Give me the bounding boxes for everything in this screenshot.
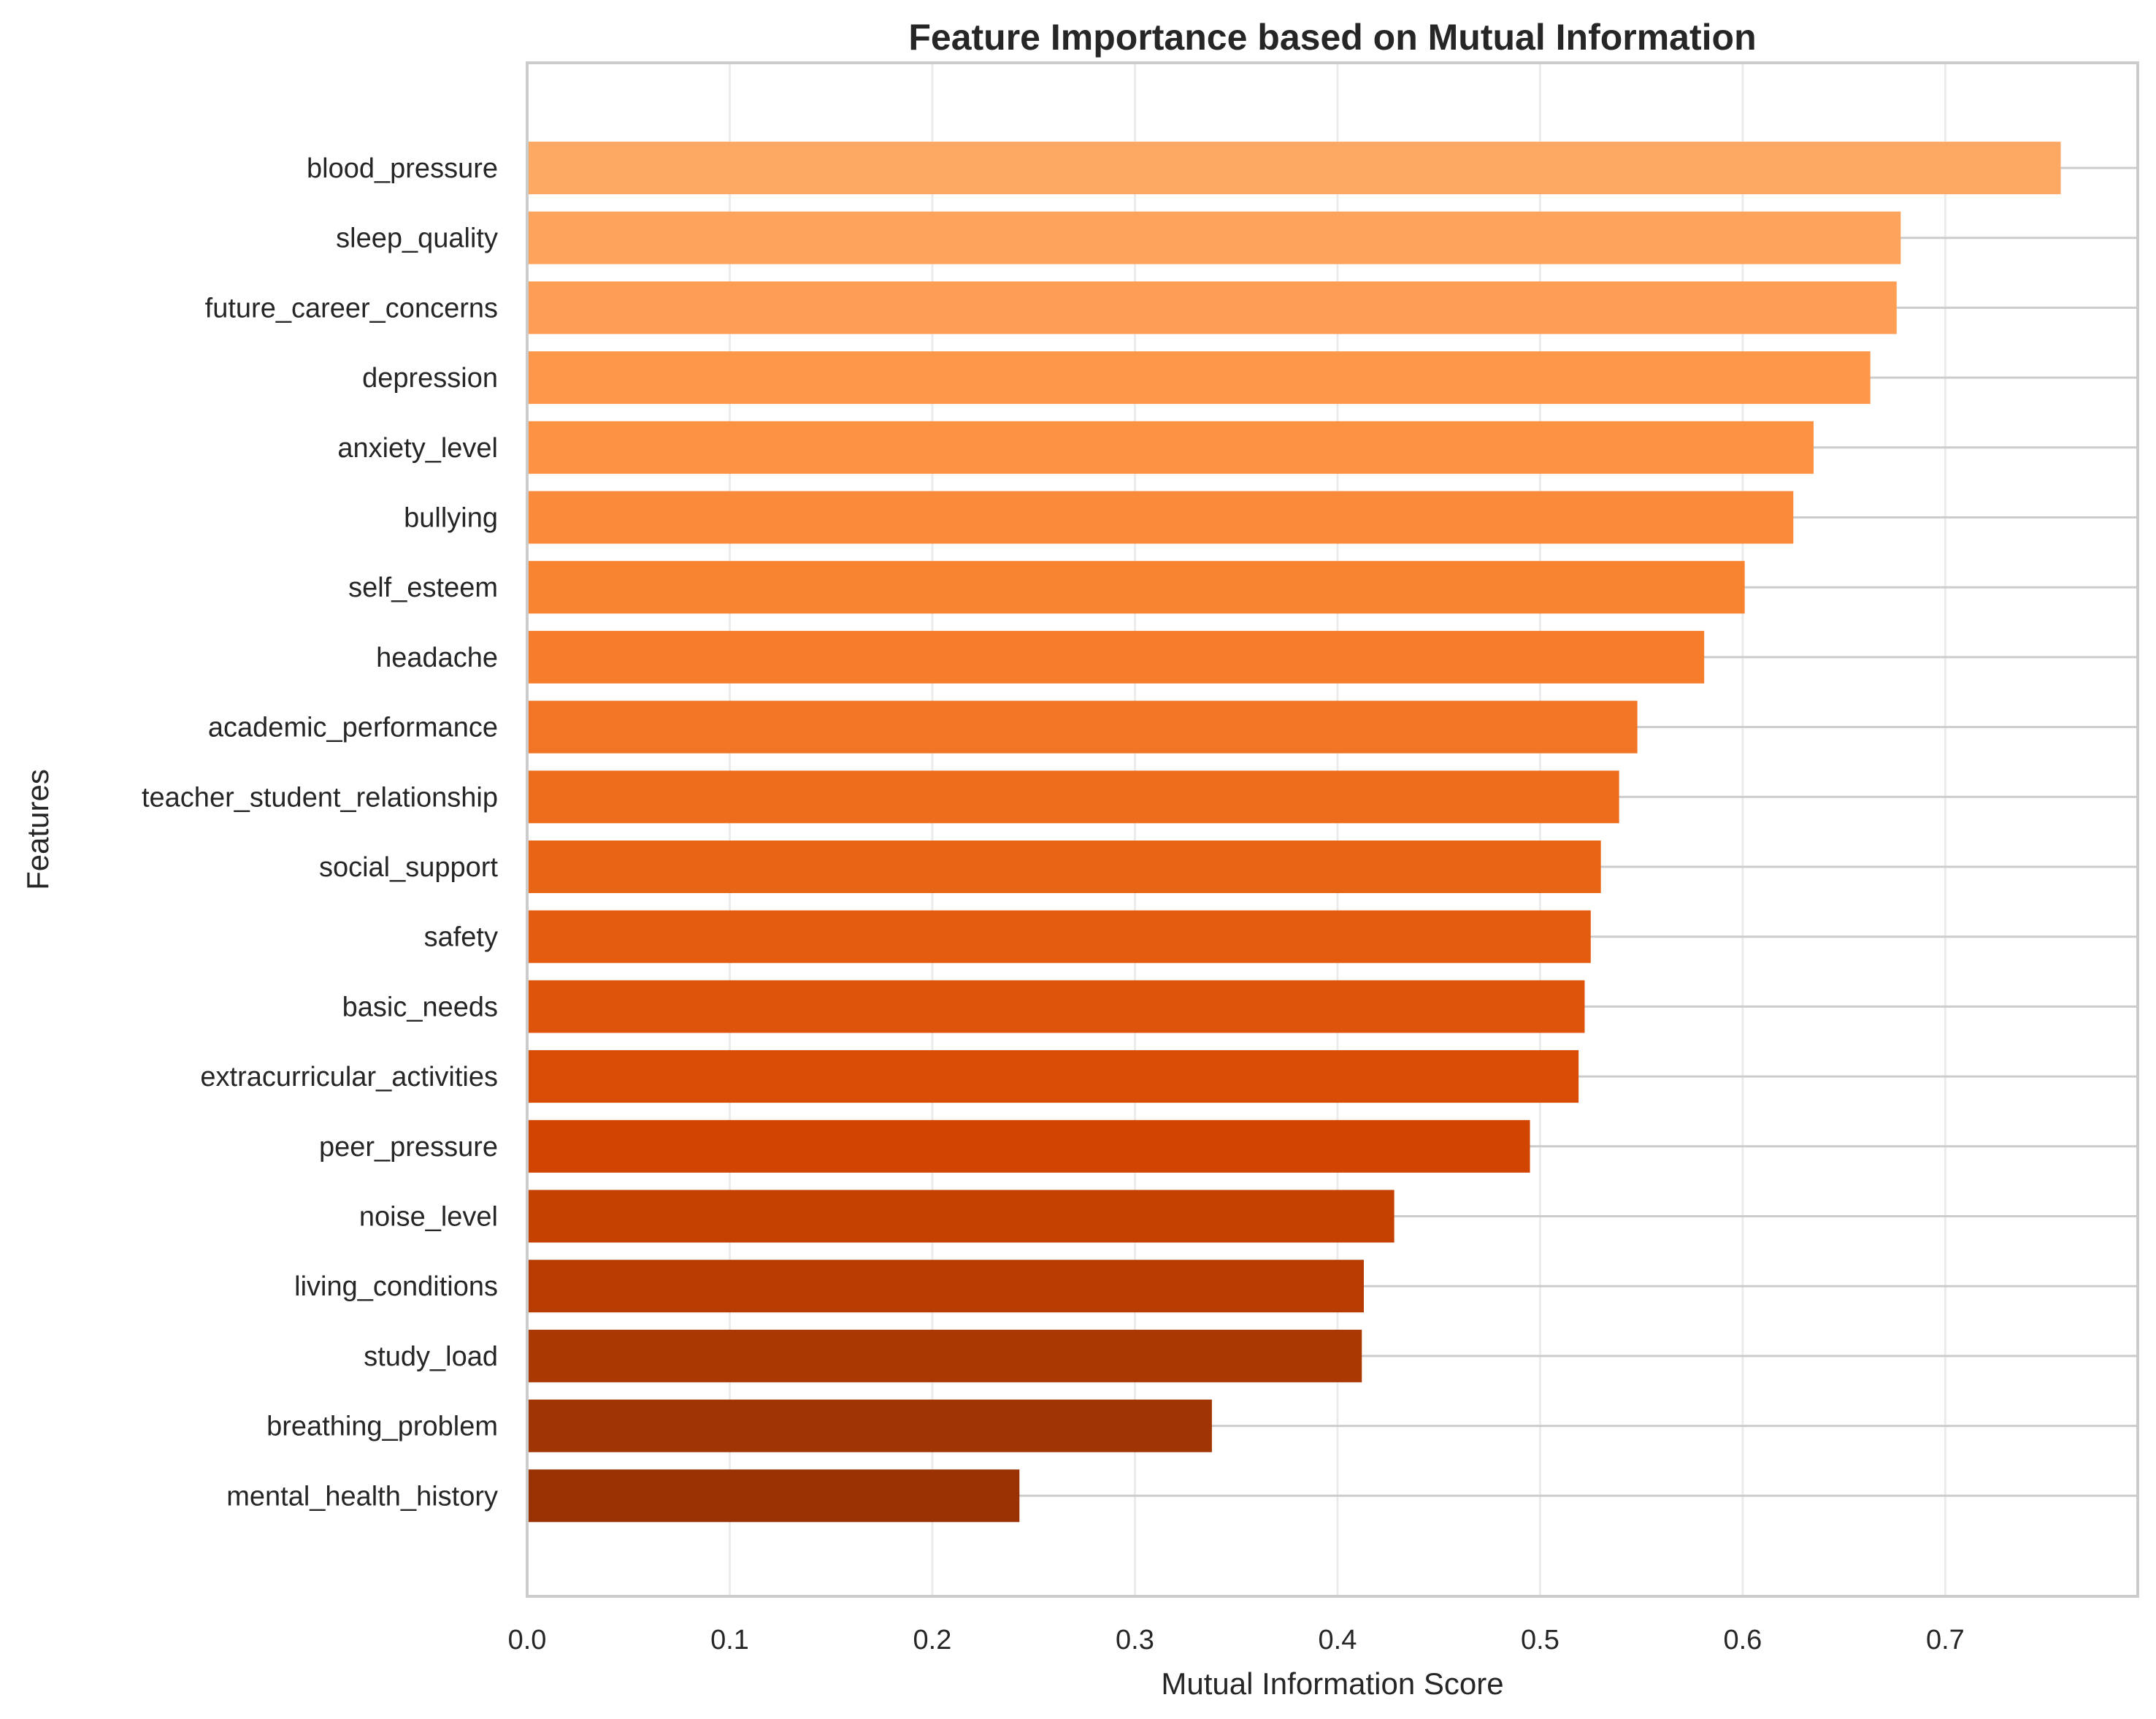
y-tick-label: headache [376, 643, 498, 673]
bar-noise-level [527, 1190, 1395, 1243]
x-tick-labels: 0.0 0.1 0.2 0.3 0.4 0.5 0.6 0.7 [508, 1625, 1965, 1655]
plot-frame [526, 61, 2139, 1598]
chart-title: Feature Importance based on Mutual Infor… [908, 17, 1756, 58]
bar-breathing-problem [527, 1399, 1212, 1452]
y-tick-label: bullying [404, 503, 498, 534]
y-tick-labels: blood_pressure sleep_quality future_career… [142, 153, 498, 1512]
y-tick-label: academic_performance [208, 713, 498, 743]
bar-mental-health-history [527, 1469, 1020, 1523]
y-tick-label: study_load [364, 1341, 498, 1372]
bar-blood-pressure [527, 142, 2061, 194]
bar-extracurricular-activities [527, 1050, 1579, 1103]
bar-depression [527, 351, 1871, 405]
y-tick-label: living_conditions [294, 1271, 498, 1302]
bar-teacher-student-relationship [527, 770, 1619, 824]
bars [527, 142, 2061, 1523]
x-axis-label: Mutual Information Score [1161, 1666, 1503, 1701]
bar-bullying [527, 491, 1794, 544]
bar-living-conditions [527, 1260, 1365, 1313]
x-tick-label: 0.0 [508, 1625, 547, 1655]
y-tick-label: anxiety_level [337, 433, 498, 464]
x-tick-label: 0.5 [1521, 1625, 1560, 1655]
y-tick-label: future_career_concerns [205, 293, 498, 323]
y-tick-label: safety [424, 922, 498, 953]
y-tick-label: blood_pressure [307, 153, 498, 184]
bar-safety [527, 910, 1591, 963]
x-tick-label: 0.6 [1723, 1625, 1762, 1655]
y-tick-label: sleep_quality [336, 223, 498, 254]
y-tick-label: breathing_problem [266, 1412, 498, 1442]
x-tick-label: 0.4 [1319, 1625, 1357, 1655]
bar-study-load [527, 1329, 1362, 1382]
y-tick-label: self_esteem [348, 573, 498, 603]
bar-future-career-concerns [527, 281, 1897, 334]
x-tick-label: 0.7 [1926, 1625, 1965, 1655]
bar-headache [527, 630, 1705, 684]
y-tick-label: noise_level [359, 1202, 498, 1233]
y-tick-label: social_support [319, 852, 498, 883]
bar-sleep-quality [527, 211, 1901, 264]
y-tick-label: depression [362, 363, 498, 394]
bar-peer-pressure [527, 1119, 1530, 1173]
y-tick-label: teacher_student_relationship [142, 782, 498, 813]
bar-self-esteem [527, 561, 1745, 614]
y-axis-label: Features [20, 769, 55, 890]
y-tick-label: mental_health_history [226, 1481, 498, 1512]
bar-social-support [527, 841, 1601, 893]
y-tick-label: peer_pressure [319, 1132, 498, 1163]
y-tick-label: extracurricular_activities [200, 1062, 498, 1092]
bar-anxiety-level [527, 421, 1814, 474]
y-tick-label: basic_needs [342, 992, 498, 1022]
x-tick-label: 0.1 [710, 1625, 749, 1655]
x-tick-label: 0.3 [1116, 1625, 1154, 1655]
bar-basic-needs [527, 980, 1585, 1033]
x-tick-label: 0.2 [913, 1625, 952, 1655]
bar-academic-performance [527, 700, 1638, 754]
